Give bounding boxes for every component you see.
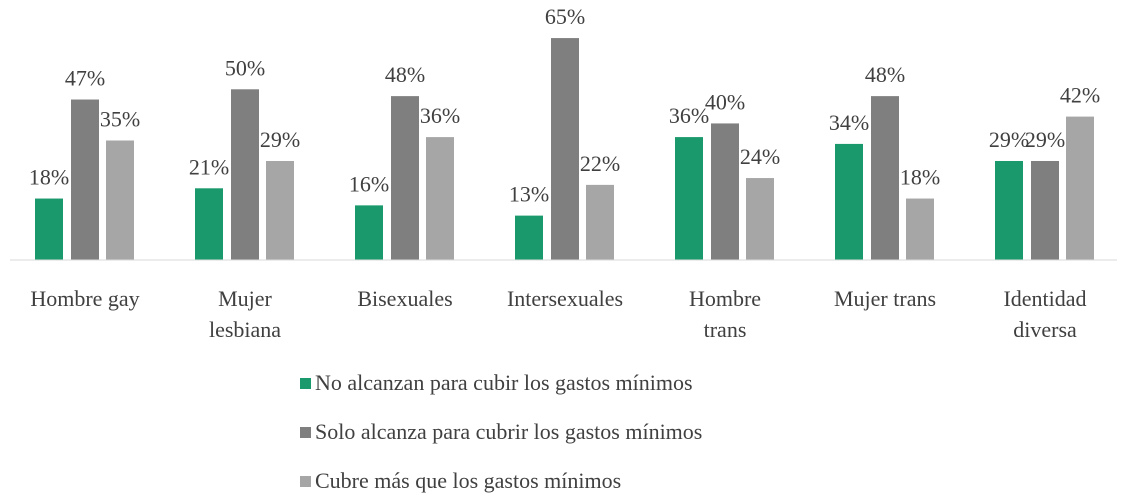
data-label: 34% — [829, 110, 869, 135]
x-tick-label: Intersexuales — [506, 286, 624, 311]
data-label: 21% — [189, 154, 229, 179]
bar — [835, 143, 863, 260]
legend-swatch — [300, 377, 311, 389]
data-label: 13% — [509, 182, 549, 207]
bar — [1031, 160, 1059, 260]
bar — [355, 205, 383, 260]
x-tick-label: Bisexuales — [357, 286, 453, 311]
data-label: 42% — [1060, 83, 1100, 108]
x-tick-label: Identidad diversa — [1003, 286, 1087, 342]
data-label: 36% — [669, 103, 709, 128]
bar — [106, 140, 134, 260]
data-label: 65% — [545, 4, 585, 29]
bar — [515, 215, 543, 260]
bar — [1066, 116, 1094, 260]
bar — [995, 160, 1023, 260]
legend-label: Cubre más que los gastos mínimos — [315, 468, 622, 493]
x-tick-label: Mujer trans — [833, 286, 937, 311]
data-label: 18% — [29, 165, 69, 190]
bar — [675, 137, 703, 260]
x-tick-label: Hombre gay — [30, 286, 140, 311]
legend-label: Solo alcanza para cubrir los gastos míni… — [315, 419, 703, 444]
legend-swatch — [300, 426, 311, 438]
bar — [71, 99, 99, 261]
data-label: 16% — [349, 171, 389, 196]
data-label: 50% — [225, 55, 265, 80]
x-tick-label: Hombre trans — [688, 286, 762, 342]
bar — [906, 198, 934, 260]
bar — [195, 188, 223, 260]
bar — [35, 198, 63, 260]
data-label: 36% — [420, 103, 460, 128]
data-label: 29% — [1025, 127, 1065, 152]
data-label: 40% — [705, 89, 745, 114]
bar — [746, 178, 774, 260]
bar — [711, 123, 739, 260]
bar — [266, 160, 294, 260]
legend-swatch — [300, 475, 311, 487]
legend-label: No alcanzan para cubir los gastos mínimo… — [315, 370, 693, 395]
bar — [551, 38, 579, 261]
data-label: 48% — [865, 62, 905, 87]
bar — [586, 184, 614, 260]
data-label: 48% — [385, 62, 425, 87]
data-label: 22% — [580, 151, 620, 176]
legend-item: Solo alcanza para cubrir los gastos míni… — [300, 419, 702, 445]
data-label: 29% — [260, 127, 300, 152]
data-label: 47% — [65, 66, 105, 91]
data-label: 18% — [900, 165, 940, 190]
bar — [391, 96, 419, 260]
bar — [426, 137, 454, 260]
legend-item: Cubre más que los gastos mínimos — [300, 468, 621, 494]
legend-item: No alcanzan para cubir los gastos mínimo… — [300, 370, 693, 396]
x-tick-label: Mujer lesbiana — [208, 286, 282, 342]
data-label: 24% — [740, 144, 780, 169]
data-label: 29% — [989, 127, 1029, 152]
bar — [231, 89, 259, 261]
data-label: 35% — [100, 107, 140, 132]
bar — [871, 96, 899, 260]
